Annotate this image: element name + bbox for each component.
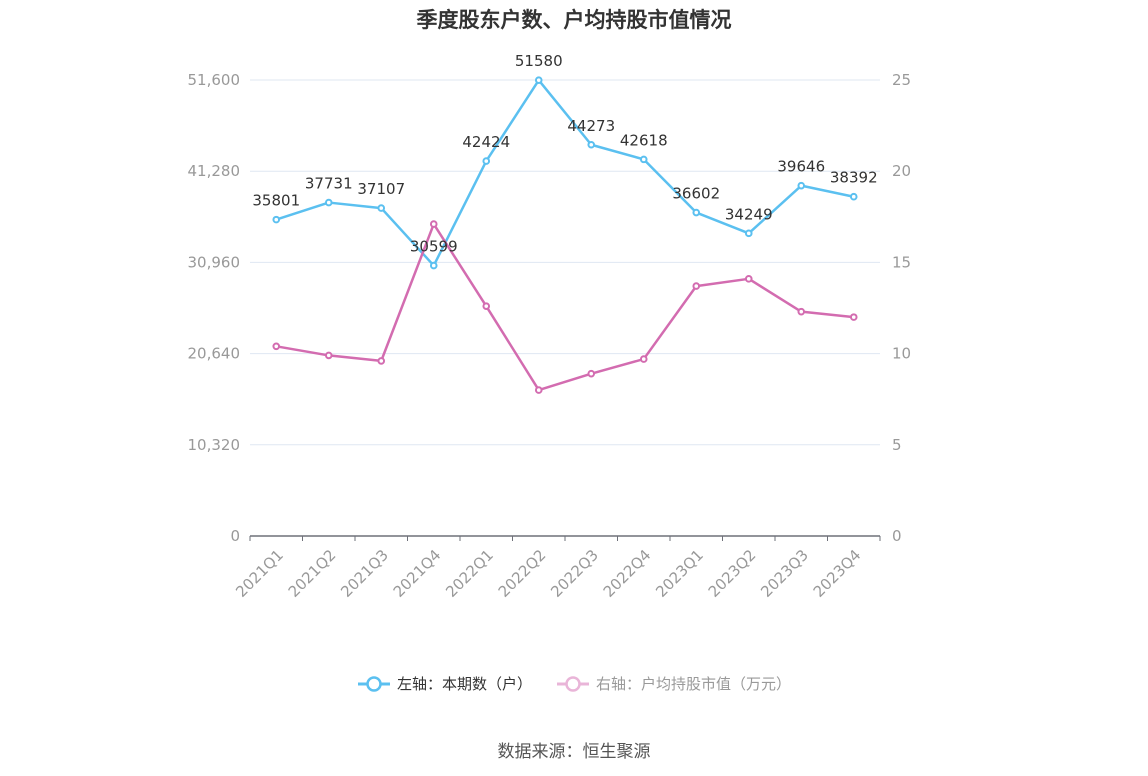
- data-point-avg-value: [272, 342, 281, 351]
- x-axis-tick-label: 2021Q3: [337, 546, 392, 601]
- data-point-households: [534, 76, 543, 84]
- series-line-avg-value: [276, 222, 854, 392]
- left-axis-tick-label: 41,280: [188, 162, 241, 180]
- data-point-households: [849, 192, 858, 201]
- data-point-avg-value: [587, 369, 596, 378]
- data-point-avg-value: [324, 351, 333, 360]
- legend-marker-avg-value: [557, 675, 589, 692]
- data-label: 30599: [410, 238, 458, 256]
- right-axis-tick-label: 5: [892, 436, 902, 454]
- legend: 左轴：本期数（户） 右轴：户均持股市值（万元）: [0, 673, 1148, 694]
- data-point-avg-value: [797, 307, 806, 316]
- series-line-households: [275, 78, 855, 267]
- data-label: 36602: [672, 185, 720, 203]
- data-point-households: [272, 215, 281, 224]
- data-label: 51580: [515, 52, 563, 70]
- data-label: 37731: [305, 175, 353, 193]
- data-point-avg-value: [377, 357, 386, 365]
- right-axis-tick-label: 0: [892, 527, 902, 545]
- data-point-avg-value: [639, 355, 648, 363]
- right-axis-tick-label: 10: [892, 345, 911, 363]
- x-axis-tick-label: 2022Q3: [547, 546, 602, 601]
- data-point-avg-value: [744, 275, 753, 283]
- data-point-households: [692, 208, 701, 217]
- data-label: 39646: [777, 158, 825, 176]
- x-axis-tick-label: 2021Q1: [232, 546, 287, 601]
- right-axis-tick-label: 25: [892, 71, 911, 89]
- left-axis-tick-label: 10,320: [188, 436, 241, 454]
- data-label: 35801: [252, 192, 300, 210]
- data-point-avg-value: [429, 220, 438, 228]
- data-label: 42424: [462, 133, 510, 151]
- data-label: 37107: [357, 180, 405, 198]
- left-axis-tick-label: 0: [230, 527, 240, 545]
- data-label: 42618: [620, 131, 668, 149]
- x-axis-tick-label: 2023Q1: [652, 546, 707, 601]
- data-point-households: [744, 229, 753, 238]
- data-point-avg-value: [482, 302, 491, 310]
- data-point-avg-value: [534, 386, 543, 394]
- left-axis-tick-label: 30,960: [188, 253, 241, 271]
- data-point-avg-value: [692, 282, 701, 290]
- chart-title: 季度股东户数、户均持股市值情况: [416, 8, 732, 32]
- data-point-households: [587, 140, 596, 149]
- data-label: 34249: [725, 205, 773, 223]
- x-axis-tick-label: 2023Q2: [705, 546, 760, 601]
- legend-marker-households: [357, 675, 390, 692]
- data-point-avg-value: [849, 313, 858, 321]
- data-point-households: [324, 198, 333, 207]
- left-axis-tick-label: 51,600: [188, 71, 241, 89]
- x-axis-tick-label: 2023Q4: [810, 546, 865, 601]
- x-axis-tick-label: 2023Q3: [757, 546, 812, 601]
- x-axis-tick-label: 2021Q2: [285, 546, 340, 601]
- data-point-households: [482, 157, 491, 165]
- legend-label-avg-value: 右轴：户均持股市值（万元）: [596, 675, 792, 693]
- data-point-households: [797, 181, 806, 190]
- x-axis-tick-label: 2022Q4: [600, 546, 655, 601]
- legend-item-households[interactable]: 左轴：本期数（户）: [357, 673, 532, 694]
- data-point-households: [639, 155, 648, 164]
- data-source: 数据来源：恒生聚源: [497, 742, 651, 762]
- data-label: 44273: [567, 117, 615, 135]
- right-axis-tick-label: 15: [892, 253, 911, 271]
- legend-item-avg-value[interactable]: 右轴：户均持股市值（万元）: [556, 673, 791, 694]
- x-axis-tick-label: 2022Q2: [495, 546, 550, 601]
- data-label: 38392: [830, 169, 878, 187]
- right-axis-tick-label: 20: [892, 162, 911, 180]
- data-point-households: [377, 204, 386, 212]
- x-axis-tick-label: 2022Q1: [442, 546, 497, 601]
- data-point-households: [429, 261, 438, 270]
- legend-label-households: 左轴：本期数（户）: [396, 675, 532, 693]
- left-axis-tick-label: 20,640: [188, 345, 241, 363]
- x-axis-tick-label: 2021Q4: [390, 546, 445, 601]
